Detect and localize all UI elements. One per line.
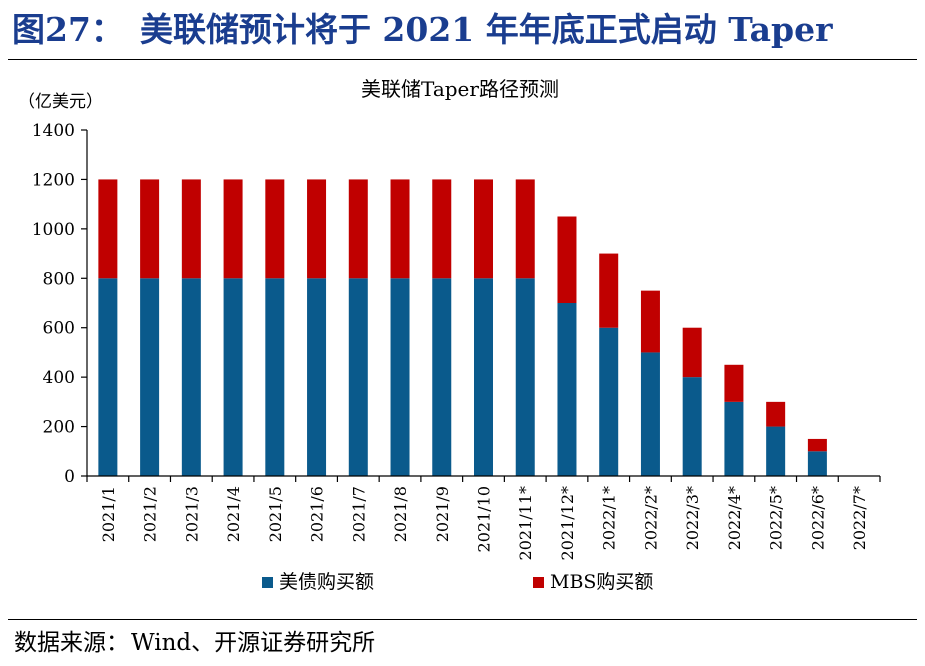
bar-segment-treasury (432, 278, 452, 476)
x-tick-label: 2022/3* (683, 486, 702, 550)
bar-segment-treasury (682, 377, 702, 476)
source-label: 数据来源： (14, 630, 129, 656)
bar-segment-mbs (807, 438, 827, 452)
figure-label: 图27： (12, 10, 124, 49)
bar-segment-treasury (557, 303, 577, 476)
bar-segment-treasury (98, 278, 118, 476)
bar-segment-mbs (557, 216, 577, 303)
x-tick-label: 2021/7 (349, 486, 368, 542)
bar-segment-mbs (223, 179, 243, 279)
x-tick-label: 2021/2 (141, 486, 160, 542)
y-tick-label: 1200 (32, 170, 75, 190)
x-tick-label: 2021/9 (433, 486, 452, 542)
x-tick-label: 2022/1* (600, 486, 619, 550)
bar-segment-treasury (599, 327, 619, 476)
bar-segment-mbs (265, 179, 285, 279)
bar-segment-mbs (640, 290, 660, 353)
x-tick-label: 2021/5 (266, 486, 285, 542)
x-tick-label: 2022/6* (808, 486, 827, 550)
legend-label-treasury: 美债购买额 (279, 571, 374, 593)
bar-segment-mbs (181, 179, 201, 279)
y-tick-label: 200 (43, 418, 75, 438)
x-tick-label: 2022/5* (767, 486, 786, 550)
bar-segment-treasury (724, 401, 744, 476)
bar-segment-treasury (181, 278, 201, 476)
bar-segment-treasury (390, 278, 410, 476)
x-tick-label: 2021/1 (99, 486, 118, 542)
bar-segment-mbs (599, 253, 619, 328)
x-tick-label: 2021/6 (308, 486, 327, 542)
bar-segment-mbs (724, 364, 744, 402)
bar-segment-treasury (140, 278, 160, 476)
bar-segment-mbs (98, 179, 118, 279)
bar-segment-treasury (766, 426, 786, 476)
bar-segment-mbs (432, 179, 452, 279)
bar-segment-mbs (140, 179, 160, 279)
plot-area: 0 200 400 600 800 1000 1200 1400 2021/1 2021/2 202… (32, 121, 881, 560)
bar-segment-mbs (307, 179, 327, 279)
x-tick-label: 2021/8 (391, 486, 410, 542)
figure-title: 图27： 美联储预计将于 2021 年年底正式启动 Taper (12, 6, 849, 54)
x-tick-label: 2021/10 (475, 486, 494, 552)
bottom-divider (8, 619, 917, 620)
bar-segment-mbs (348, 179, 368, 279)
y-tick-label: 400 (43, 368, 75, 388)
y-tick-label: 1000 (32, 220, 75, 240)
y-tick-label: 600 (43, 319, 75, 339)
bar-segment-mbs (390, 179, 410, 279)
legend-swatch-treasury (262, 577, 273, 588)
source-note: 数据来源：Wind、开源证券研究所 (14, 624, 377, 662)
y-tick-label: 800 (43, 269, 75, 289)
x-tick-label: 2021/4 (224, 486, 243, 542)
source-text: Wind、开源证券研究所 (131, 630, 376, 656)
x-tick-label: 2021/11* (516, 486, 535, 560)
bar-segment-treasury (307, 278, 327, 476)
stacked-bar-chart: 美联储Taper路径预测 （亿美元） 0 200 400 600 800 1000 1200… (18, 77, 881, 593)
bar-segment-treasury (223, 278, 243, 476)
bar-segment-mbs (682, 327, 702, 378)
bar-segment-treasury (265, 278, 285, 476)
bar-segment-treasury (348, 278, 368, 476)
y-tick-label: 1400 (32, 121, 75, 141)
legend-swatch-mbs (533, 577, 544, 588)
legend-label-mbs: MBS购买额 (550, 571, 653, 593)
chart-title: 美联储Taper路径预测 (361, 77, 559, 101)
x-tick-label: 2021/3 (182, 486, 201, 542)
y-tick-label: 0 (64, 467, 75, 487)
bar-segment-treasury (474, 278, 493, 476)
x-tick-label: 2022/7* (850, 486, 869, 550)
bar-segment-treasury (807, 451, 827, 476)
figure-title-text: 美联储预计将于 2021 年年底正式启动 Taper (139, 10, 833, 49)
bar-segment-treasury (640, 352, 660, 476)
y-axis-unit-label: （亿美元） (18, 92, 103, 112)
bar-segment-mbs (515, 179, 535, 279)
x-tick-label: 2022/4* (725, 486, 744, 550)
bar-segment-mbs (766, 401, 786, 427)
top-divider (8, 59, 917, 60)
bar-segment-treasury (515, 278, 535, 476)
bar-segment-mbs (474, 179, 493, 279)
legend: 美债购买额 MBS购买额 (262, 571, 653, 593)
x-tick-label: 2022/2* (641, 486, 660, 550)
x-tick-label: 2021/12* (558, 486, 577, 560)
